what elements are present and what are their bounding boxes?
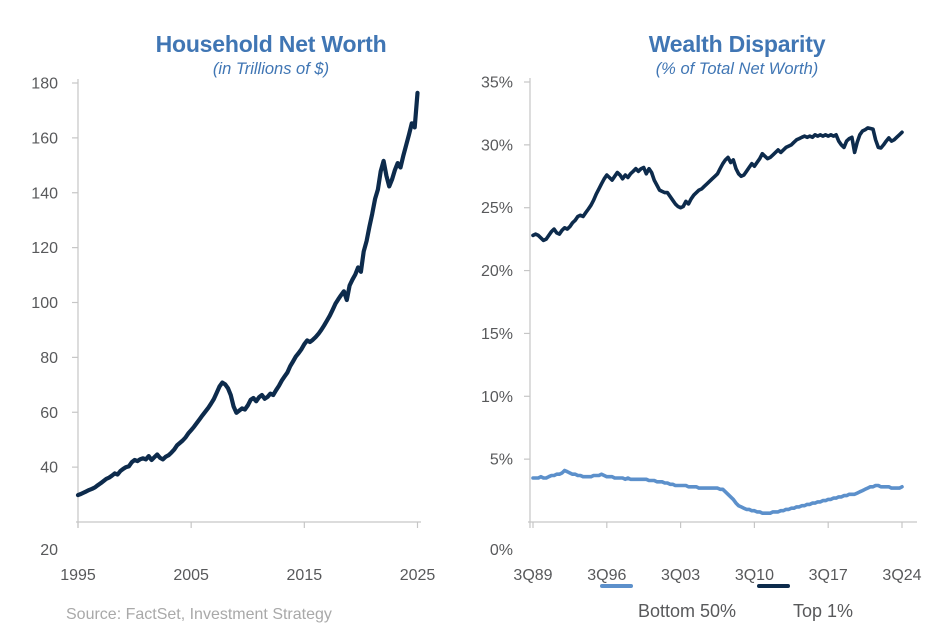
legend-swatch-bottom-50 [600,584,633,588]
x-tick-label: 2015 [287,567,323,584]
bottom-50-line [531,468,904,516]
y-tick-label: 30% [481,137,513,154]
y-tick-label: 0% [490,542,513,559]
y-tick-label: 40 [40,460,58,477]
y-tick-label: 100 [31,295,58,312]
y-tick-label: 20% [481,263,513,280]
y-tick-label: 80 [40,350,58,367]
source-note: Source: FactSet, Investment Strategy [66,606,332,623]
x-tick-label: 2005 [173,567,209,584]
chart1-subtitle: (in Trillions of $) [212,60,330,78]
x-tick-label: 3Q03 [661,567,700,584]
legend-label-bottom-50: Bottom 50% [637,601,737,621]
x-tick-label: 3Q17 [809,567,848,584]
x-tick-label: 3Q24 [882,567,921,584]
legend-label-top-1: Top 1% [792,601,854,621]
chart1-title: Household Net Worth [155,31,387,57]
y-tick-label: 160 [31,130,58,147]
y-tick-label: 15% [481,326,513,343]
top-1-line [531,126,904,243]
chart2-subtitle: (% of Total Net Worth) [655,60,819,78]
household-net-worth-line [75,90,420,498]
y-tick-label: 10% [481,389,513,406]
x-tick-label: 3Q10 [735,567,774,584]
chart2-title: Wealth Disparity [648,31,826,57]
y-tick-label: 180 [31,76,58,93]
x-tick-label: 3Q89 [513,567,552,584]
y-tick-label: 60 [40,405,58,422]
x-tick-label: 3Q96 [587,567,626,584]
y-tick-label: 35% [481,75,513,92]
x-tick-label: 2025 [400,567,436,584]
y-tick-label: 120 [31,240,58,257]
legend-swatch-top-1 [757,584,790,588]
y-tick-label: 5% [490,452,513,469]
y-tick-label: 140 [31,185,58,202]
x-tick-label: 1995 [60,567,96,584]
y-tick-label: 25% [481,200,513,217]
y-tick-label: 20 [40,542,58,559]
